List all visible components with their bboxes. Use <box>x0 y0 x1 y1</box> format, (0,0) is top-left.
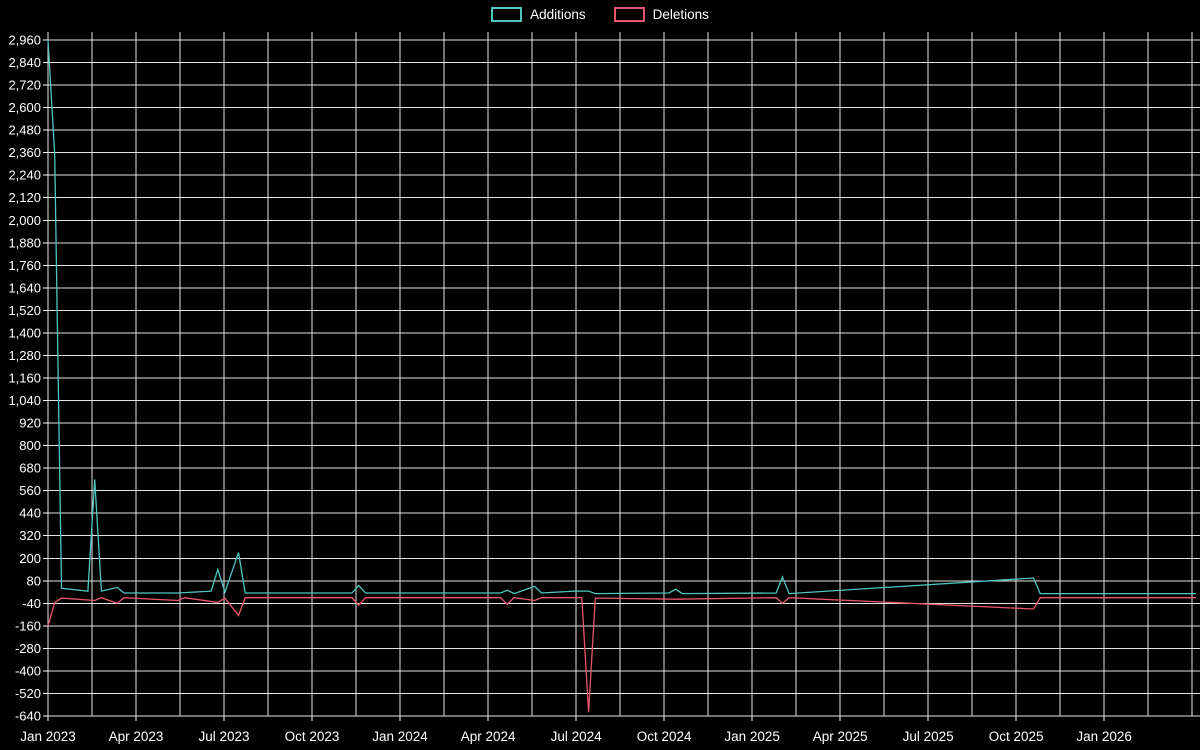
y-tick-label: 440 <box>19 506 41 521</box>
y-tick-label: 560 <box>19 483 41 498</box>
y-tick-label: 1,520 <box>8 303 41 318</box>
x-tick-label: Jul 2023 <box>198 729 249 744</box>
x-tick-label: Jan 2025 <box>724 729 780 744</box>
legend-label-deletions: Deletions <box>652 7 709 22</box>
x-tick-label: Apr 2025 <box>813 729 868 744</box>
y-tick-label: -640 <box>15 709 41 724</box>
y-tick-label: 2,600 <box>8 100 41 115</box>
y-tick-label: -520 <box>15 686 41 701</box>
y-tick-label: -280 <box>15 641 41 656</box>
y-tick-label: 2,960 <box>8 33 41 48</box>
x-tick-label: Oct 2025 <box>989 729 1044 744</box>
y-tick-label: 1,040 <box>8 393 41 408</box>
y-tick-label: 2,360 <box>8 145 41 160</box>
x-tick-label: Jan 2026 <box>1076 729 1132 744</box>
x-tick-label: Jan 2023 <box>20 729 76 744</box>
y-tick-label: 1,640 <box>8 280 41 295</box>
y-tick-label: 80 <box>27 573 41 588</box>
y-tick-label: 920 <box>19 416 41 431</box>
deletions-swatch-icon <box>613 7 645 22</box>
x-tick-label: Apr 2024 <box>461 729 516 744</box>
x-tick-label: Jul 2025 <box>903 729 954 744</box>
legend-item-deletions[interactable]: Deletions <box>613 7 709 22</box>
y-tick-label: 800 <box>19 438 41 453</box>
y-tick-label: 200 <box>19 551 41 566</box>
x-tick-label: Jan 2024 <box>372 729 428 744</box>
x-tick-label: Jul 2024 <box>551 729 603 744</box>
y-tick-label: 2,720 <box>8 78 41 93</box>
x-tick-label: Oct 2024 <box>637 729 692 744</box>
y-tick-label: 2,000 <box>8 213 41 228</box>
y-tick-label: -40 <box>22 596 41 611</box>
additions-swatch-icon <box>491 7 523 22</box>
y-tick-label: -160 <box>15 618 41 633</box>
y-tick-label: 1,880 <box>8 235 41 250</box>
legend-item-additions[interactable]: Additions <box>491 7 586 22</box>
y-tick-label: 320 <box>19 528 41 543</box>
x-tick-label: Apr 2023 <box>109 729 164 744</box>
y-tick-label: 1,160 <box>8 371 41 386</box>
y-tick-label: 2,240 <box>8 168 41 183</box>
y-tick-label: 1,280 <box>8 348 41 363</box>
series-additions-line <box>47 39 1196 595</box>
series-deletions-line <box>47 597 1196 713</box>
y-tick-label: 2,480 <box>8 123 41 138</box>
y-tick-label: 2,120 <box>8 190 41 205</box>
y-tick-label: 2,840 <box>8 55 41 70</box>
y-tick-label: 1,400 <box>8 325 41 340</box>
y-tick-label: 680 <box>19 461 41 476</box>
x-tick-label: Oct 2023 <box>285 729 340 744</box>
y-tick-label: -400 <box>15 663 41 678</box>
chart-legend: Additions Deletions <box>0 7 1200 22</box>
y-tick-label: 1,760 <box>8 258 41 273</box>
legend-label-additions: Additions <box>530 7 586 22</box>
